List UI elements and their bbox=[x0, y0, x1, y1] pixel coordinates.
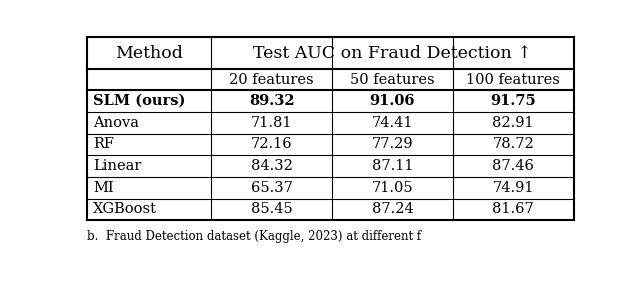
Text: 74.91: 74.91 bbox=[492, 181, 534, 195]
Text: 71.81: 71.81 bbox=[251, 116, 292, 130]
Text: 74.41: 74.41 bbox=[372, 116, 413, 130]
Text: 50 features: 50 features bbox=[350, 73, 435, 87]
Text: Linear: Linear bbox=[93, 159, 141, 173]
Text: Anova: Anova bbox=[93, 116, 140, 130]
Text: Test AUC on Fraud Detection ↑: Test AUC on Fraud Detection ↑ bbox=[253, 45, 532, 62]
Text: Method: Method bbox=[115, 45, 183, 62]
Text: XGBoost: XGBoost bbox=[93, 202, 157, 216]
Text: 91.75: 91.75 bbox=[490, 94, 536, 108]
Text: MI: MI bbox=[93, 181, 114, 195]
Text: 81.67: 81.67 bbox=[492, 202, 534, 216]
Text: 87.46: 87.46 bbox=[492, 159, 534, 173]
Text: 84.32: 84.32 bbox=[251, 159, 292, 173]
Text: 85.45: 85.45 bbox=[251, 202, 292, 216]
Text: 65.37: 65.37 bbox=[251, 181, 292, 195]
Text: SLM (ours): SLM (ours) bbox=[93, 94, 186, 108]
Text: 77.29: 77.29 bbox=[372, 138, 413, 151]
Text: 87.24: 87.24 bbox=[372, 202, 413, 216]
Text: 78.72: 78.72 bbox=[492, 138, 534, 151]
Text: 87.11: 87.11 bbox=[372, 159, 413, 173]
Text: b.  Fraud Detection dataset (Kaggle, 2023) at different f: b. Fraud Detection dataset (Kaggle, 2023… bbox=[88, 230, 422, 243]
Text: 72.16: 72.16 bbox=[251, 138, 292, 151]
Text: 89.32: 89.32 bbox=[249, 94, 294, 108]
Text: 71.05: 71.05 bbox=[372, 181, 413, 195]
Text: RF: RF bbox=[93, 138, 115, 151]
Text: 100 features: 100 features bbox=[466, 73, 560, 87]
Text: 82.91: 82.91 bbox=[492, 116, 534, 130]
Text: 20 features: 20 features bbox=[229, 73, 314, 87]
Text: 91.06: 91.06 bbox=[370, 94, 415, 108]
